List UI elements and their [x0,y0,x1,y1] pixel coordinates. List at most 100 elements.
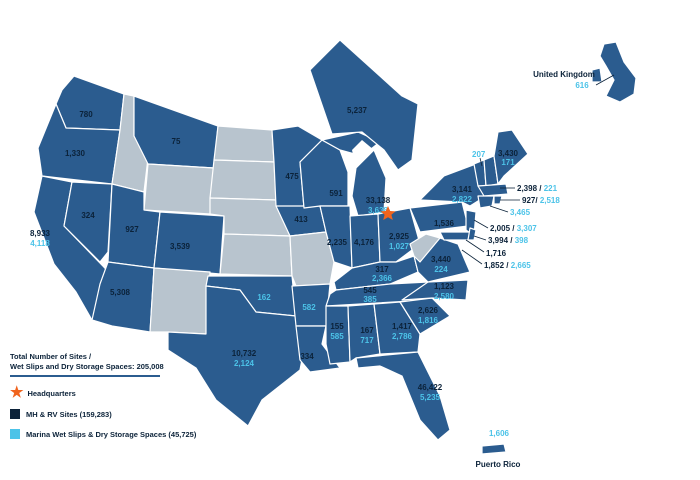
label-TX-marina: 2,124 [234,359,255,368]
label-UT-mh: 927 [125,225,139,234]
legend-marina: Marina Wet Slips & Dry Storage Spaces (4… [10,429,210,439]
uk-name: United Kingdom [533,70,595,79]
legend-divider [10,375,160,377]
label-OR-mh: 1,330 [65,149,86,158]
state-CT[interactable] [477,195,495,209]
label-WA-mh: 780 [79,110,93,119]
state-WV[interactable] [409,233,441,263]
star-icon: ★ [10,384,24,401]
label-PA-mh: 1,536 [434,219,455,228]
label-MI-mh: 33,138 [366,196,391,205]
state-MA[interactable] [477,183,509,197]
label-AR-marina: 582 [302,303,316,312]
label-MI-marina: 3,638 [368,206,389,215]
callout-DC: 1,852 / 2,665 [484,261,531,270]
state-PR[interactable] [481,443,507,455]
label-IN-mh: 4,176 [354,238,375,247]
label-SC-marina: 1,816 [418,316,439,325]
state-NM[interactable] [149,267,211,335]
great-lakes [352,140,374,168]
state-GA[interactable] [373,301,421,355]
state-OH[interactable] [377,207,421,263]
northeast-callouts: 207 2,398 / 221 927/ 2,518 3,465 2,005 /… [461,150,560,270]
callout-MA: 2,398 / 221 [517,184,558,193]
label-IA-mh: 413 [294,215,308,224]
label-CA-marina: 4,118 [30,239,50,248]
label-NV-mh: 324 [81,211,95,220]
callout-MD-mh: 1,716 [486,249,507,258]
label-CO-mh: 3,539 [170,242,191,251]
state-MT[interactable] [133,95,219,169]
callout-NJ: 2,005 / 3,307 [490,224,537,233]
callout-DE: 3,994 / 398 [488,236,529,245]
state-NV[interactable] [63,181,113,263]
label-TN-mh: 545 [363,286,377,295]
uk-marina: 616 [575,81,589,90]
marina-swatch [10,429,20,439]
state-ND[interactable] [213,125,275,163]
state-MD[interactable] [439,231,471,241]
label-KY-marina: 2,366 [372,274,393,283]
legend-headquarters-label: Headquarters [27,388,76,398]
state-IL[interactable] [319,205,353,269]
label-OK-marina: 162 [257,293,271,302]
leader-NJ [473,219,489,229]
label-MS-mh: 155 [330,322,344,331]
label-MS-marina: 585 [330,332,344,341]
state-labels: 780 1,330 8,933 4,118 324 927 5,308 75 3… [30,106,519,402]
mh-rv-swatch [10,409,20,419]
state-TX[interactable] [167,285,307,427]
label-VA-marina: 224 [434,265,448,274]
label-AZ-mh: 5,308 [110,288,131,297]
leader-NH [479,157,483,167]
state-MS[interactable] [325,305,351,365]
label-TX-mh: 10,732 [232,349,257,358]
label-MT-mh: 75 [172,137,181,146]
legend-mh-rv-label: MH & RV Sites (159,283) [26,409,112,419]
pr-marina: 1,606 [489,429,510,438]
label-TN-marina: 385 [363,295,377,304]
label-WI-mh: 591 [329,189,343,198]
label-LA-mh: 334 [300,352,314,361]
state-KS[interactable] [219,233,293,277]
state-UK[interactable] [591,41,637,103]
label-NY-marina: 2,822 [452,195,473,204]
label-GA-marina: 2,786 [392,332,413,341]
legend-marina-label: Marina Wet Slips & Dry Storage Spaces (4… [26,429,197,439]
label-ME-mh: 3,430 [498,149,519,158]
state-ND-region[interactable] [309,39,419,171]
label-FL-mh: 46,422 [418,383,443,392]
label-OH-marina: 1,027 [389,242,410,251]
state-AL[interactable] [347,303,381,363]
label-GA-mh: 1,417 [392,322,413,331]
label-ME-marina: 171 [501,158,515,167]
legend-total-line2: Wet Slips and Dry Storage Spaces: 205,00… [10,362,164,371]
label-KY-mh: 317 [375,265,389,274]
label-VA-mh: 3,440 [431,255,452,264]
callout-NH-marina: 207 [472,150,486,159]
label-AL-mh: 167 [360,326,374,335]
leader-DC [461,249,483,265]
callout-CT-marina: 3,465 [510,208,531,217]
state-WA[interactable] [55,75,125,131]
label-NY-mh: 3,141 [452,185,473,194]
label-MN-mh: 475 [285,172,299,181]
label-AL-marina: 717 [360,336,374,345]
label-IL-mh: 2,235 [327,238,348,247]
state-SC[interactable] [399,297,451,335]
state-WY[interactable] [143,163,215,215]
state-shapes [33,39,637,455]
pr-callout: 1,606 Puerto Rico [476,429,521,469]
leader-CT [489,205,509,213]
state-SD[interactable] [209,159,277,201]
state-DE[interactable] [467,227,477,241]
label-FL-marina: 5,235 [420,393,441,402]
leader-UK [595,74,615,86]
state-RI[interactable] [493,195,503,205]
state-FL[interactable] [355,351,451,441]
callout-RI: 927/ 2,518 [522,196,560,205]
label-ND-mh: 5,237 [347,106,368,115]
legend-headquarters: ★ Headquarters [10,384,210,401]
state-NC[interactable] [401,279,469,301]
